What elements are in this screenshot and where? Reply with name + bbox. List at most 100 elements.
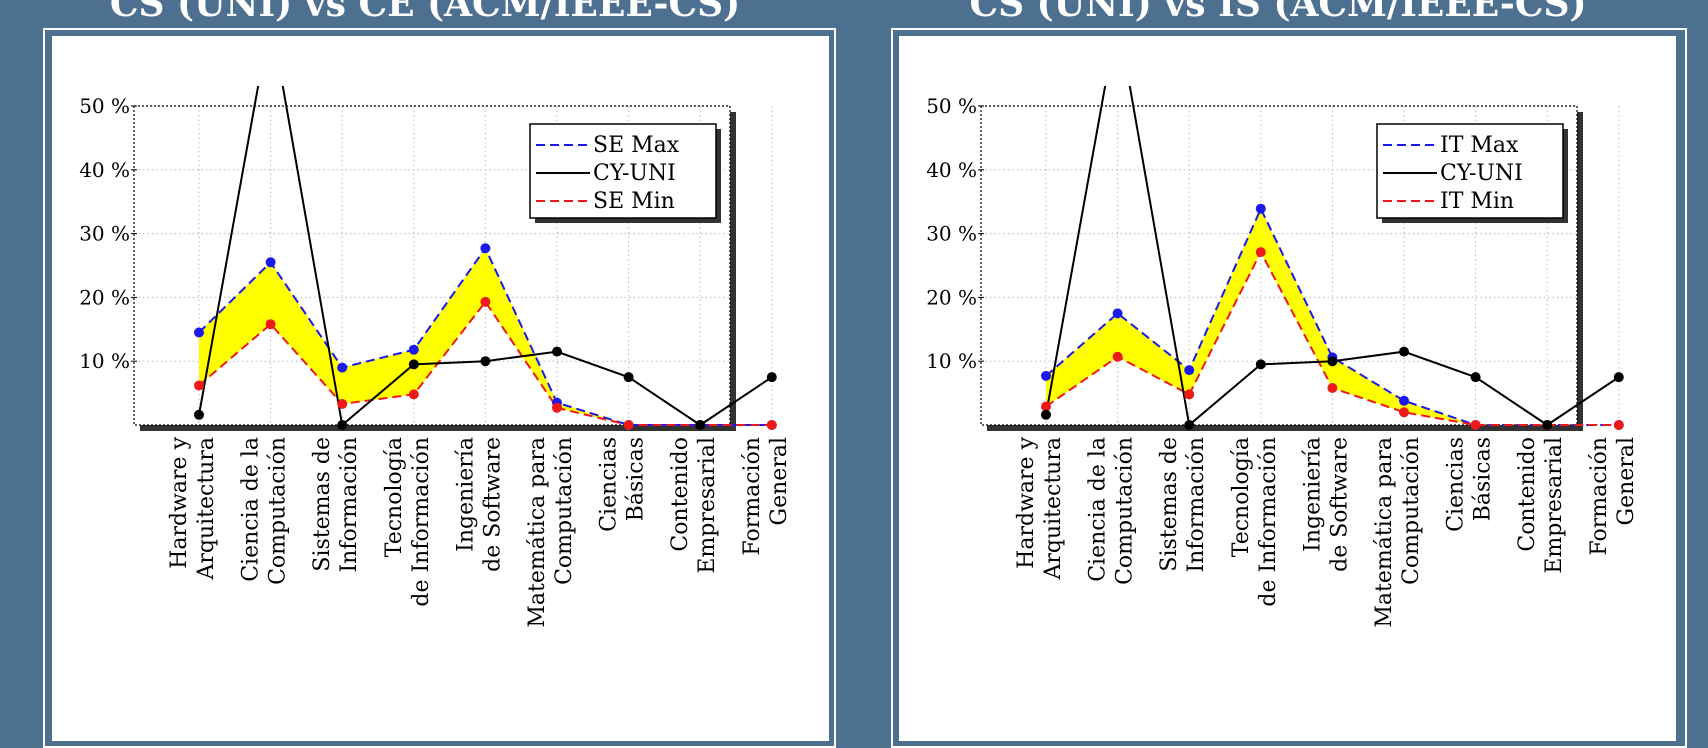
x-tick-label-line: Contenido xyxy=(668,437,693,552)
data-point-se-min xyxy=(194,380,204,391)
data-point-cy-uni xyxy=(1041,409,1051,420)
x-tick-label: Hardware y Arquitectura xyxy=(1014,436,1066,580)
chart-panel-right: 10 % 20 % 30 % 40 % 50 % Hardware y Arquitectu… xyxy=(899,36,1676,741)
data-point-se-min xyxy=(337,398,348,409)
data-point-it-max xyxy=(1184,365,1195,376)
x-tick-label-line: Arquitectura xyxy=(1041,437,1066,581)
data-point-it-max xyxy=(1255,203,1266,214)
data-point-se-min xyxy=(480,296,491,307)
data-point-cy-uni xyxy=(1613,372,1624,383)
y-tick-label: 30 % xyxy=(79,222,130,246)
x-tick-label: Formación General xyxy=(1587,437,1639,556)
x-tick-label-line: General xyxy=(1614,437,1639,525)
x-tick-label: Ingeniería de Software xyxy=(1300,437,1352,572)
data-point-it-min xyxy=(1112,351,1123,362)
x-tick-label-line: Información xyxy=(337,437,362,573)
x-tick-label: Ciencias Básicas xyxy=(597,437,649,532)
data-point-it-min xyxy=(1399,407,1409,418)
x-tick-label-line: Básicas xyxy=(1471,437,1496,521)
x-tick-label-line: Arquitectura xyxy=(194,437,219,581)
x-tick-label-line: Computación xyxy=(1113,437,1138,585)
y-tick-label: 10 % xyxy=(79,349,130,373)
x-tick-label: Matemática para Computación xyxy=(1372,437,1424,628)
y-tick-label: 50 % xyxy=(926,94,977,118)
x-tick-label-line: Empresarial xyxy=(1542,437,1567,574)
legend-label: SE Min xyxy=(593,189,675,214)
x-tick-label-line: de Software xyxy=(1327,437,1352,572)
data-point-it-max xyxy=(1041,370,1051,381)
data-point-se-min xyxy=(408,389,419,400)
legend-label: IT Min xyxy=(1440,189,1514,214)
y-tick-label: 20 % xyxy=(926,285,977,309)
x-tick-label-line: de Software xyxy=(480,437,505,572)
y-tick-label: 40 % xyxy=(926,158,977,182)
x-tick-label-line: Ciencias xyxy=(1444,437,1469,532)
x-tick-label: Sistemas de Información xyxy=(1157,437,1209,573)
x-tick-label-line: Tecnología xyxy=(382,437,407,557)
data-point-it-min xyxy=(1613,420,1624,430)
x-tick-label-line: Computación xyxy=(266,437,291,585)
x-tick-label-line: Sistemas de xyxy=(310,437,335,572)
data-point-cy-uni xyxy=(1184,420,1195,430)
x-tick-label-line: Ingeniería xyxy=(453,437,478,552)
data-point-cy-uni xyxy=(1470,372,1481,383)
x-tick-label: Tecnología de Información xyxy=(382,437,434,607)
x-tick-label: Ingeniería de Software xyxy=(453,437,505,572)
x-tick-label-line: Básicas xyxy=(624,437,649,521)
data-point-cy-uni xyxy=(408,359,419,370)
x-tick-label: Ciencia de la Computación xyxy=(1086,437,1138,585)
range-fill-area xyxy=(199,248,772,425)
data-point-se-min xyxy=(265,319,276,330)
series-line-se-min xyxy=(198,300,772,426)
x-tick-label: Contenido Empresarial xyxy=(1515,437,1567,574)
x-tick-label-line: de Información xyxy=(1256,437,1281,607)
x-tick-label-line: Formación xyxy=(1587,437,1612,556)
data-point-se-min xyxy=(766,420,777,430)
y-tick-label: 50 % xyxy=(79,94,130,118)
x-tick-label-line: Información xyxy=(1184,437,1209,573)
data-point-se-max xyxy=(265,257,276,268)
x-tick-label: Ciencias Básicas xyxy=(1444,437,1496,532)
y-tick-label: 10 % xyxy=(926,349,977,373)
data-point-it-max xyxy=(1399,395,1409,406)
x-tick-label-line: Computación xyxy=(552,437,577,585)
x-tick-label-line: Formación xyxy=(740,437,765,556)
data-point-it-max xyxy=(1112,308,1123,319)
data-point-it-min xyxy=(1184,389,1195,400)
legend-label: IT Max xyxy=(1440,133,1519,158)
x-tick-label-line: Tecnología xyxy=(1229,437,1254,557)
x-tick-label-line: Sistemas de xyxy=(1157,437,1182,572)
x-tick-label-line: de Información xyxy=(409,437,434,607)
x-tick-label-line: Computación xyxy=(1399,437,1424,585)
data-point-cy-uni xyxy=(480,356,491,367)
x-tick-label: Tecnología de Información xyxy=(1229,437,1281,607)
chart-title-left: CS (UNI) vs CE (ACM/IEEE-CS) xyxy=(109,0,741,25)
data-point-cy-uni xyxy=(766,372,777,383)
data-point-cy-uni xyxy=(552,346,562,357)
data-point-se-max xyxy=(480,243,491,254)
y-tick-label: 30 % xyxy=(926,222,977,246)
data-point-se-min xyxy=(552,402,562,413)
data-point-cy-uni xyxy=(623,372,634,383)
data-point-cy-uni xyxy=(1255,359,1266,370)
legend-label: SE Max xyxy=(593,133,680,158)
x-tick-label: Sistemas de Información xyxy=(310,437,362,573)
legend-label: CY-UNI xyxy=(593,161,676,186)
data-point-cy-uni xyxy=(695,420,706,430)
x-tick-label: Hardware y Arquitectura xyxy=(167,436,219,580)
x-tick-label-line: Ingeniería xyxy=(1300,437,1325,552)
x-tick-label-line: Matemática para xyxy=(1372,437,1397,628)
x-tick-label-line: General xyxy=(767,437,792,525)
x-tick-label-line: Ciencia de la xyxy=(239,437,264,582)
data-point-it-min xyxy=(1255,247,1266,258)
data-point-cy-uni xyxy=(1399,346,1409,357)
data-point-it-min xyxy=(1327,382,1338,393)
data-point-se-max xyxy=(194,327,204,338)
data-point-se-max xyxy=(337,362,348,373)
data-point-cy-uni xyxy=(194,409,204,420)
chart-panel-left: 10 % 20 % 30 % 40 % 50 % Hardware y Arquitectu… xyxy=(52,36,829,741)
line-chart-left: 10 % 20 % 30 % 40 % 50 % Hardware y Arquitectu… xyxy=(79,86,792,628)
y-tick-label: 40 % xyxy=(79,158,130,182)
x-tick-label-line: Empresarial xyxy=(695,437,720,574)
x-tick-label: Contenido Empresarial xyxy=(668,437,720,574)
